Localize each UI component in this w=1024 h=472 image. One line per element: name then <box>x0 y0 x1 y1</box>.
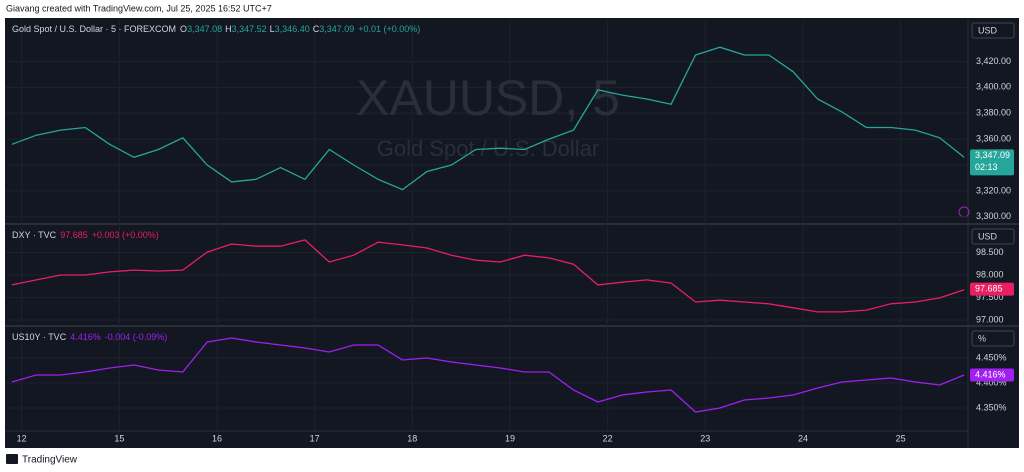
y-tick-label: 4.450% <box>976 352 1007 362</box>
last-price-label: 4.416% <box>975 369 1006 379</box>
y-tick-label: 98.500 <box>976 247 1004 257</box>
unit-label: USD <box>978 231 998 241</box>
ohlc-value: 3,347.52 <box>232 24 267 34</box>
ohlc-key: O <box>180 24 187 34</box>
brand: TradingView <box>22 455 78 466</box>
unit-box <box>971 228 1015 245</box>
ohlc-key: L <box>270 24 275 34</box>
unit-label: USD <box>978 25 998 35</box>
countdown: 02:13 <box>975 162 998 172</box>
ohlc-value: 3,346.40 <box>275 24 310 34</box>
last-price-tag <box>970 149 1014 176</box>
legend: DXY · TVC 97.685 +0.003 (+0.00%) <box>12 230 159 240</box>
x-tick-label: 22 <box>603 433 613 443</box>
price-line <box>11 46 965 191</box>
x-tick-label: 15 <box>114 433 124 443</box>
change: -0.004 (-0.09%) <box>105 332 168 342</box>
y-tick-label: 4.400% <box>976 377 1007 387</box>
watermark: XAUUSD, 5 <box>356 70 620 126</box>
change: +0.003 (+0.00%) <box>92 230 159 240</box>
x-tick-label: 12 <box>17 433 27 443</box>
legend: Gold Spot / U.S. Dollar · 5 · FOREXCOM O3… <box>12 24 420 34</box>
x-tick-label: 19 <box>505 433 515 443</box>
last-price-label: 3,347.09 <box>975 150 1010 160</box>
unit-box <box>971 330 1015 347</box>
last-price-label: 97.685 <box>975 284 1003 294</box>
quote: 97.685 <box>60 230 88 240</box>
y-tick-label: 3,300.00 <box>976 211 1011 221</box>
y-tick-label: 3,320.00 <box>976 185 1011 195</box>
price-line <box>11 239 965 313</box>
x-tick-label: 17 <box>310 433 320 443</box>
legend-name: US10Y · TVC <box>12 332 67 342</box>
y-tick-label: 98.000 <box>976 269 1004 279</box>
x-tick-label: 16 <box>212 433 222 443</box>
y-tick-label: 97.500 <box>976 292 1004 302</box>
y-tick-label: 3,400.00 <box>976 82 1011 92</box>
ohlc-key: C <box>313 24 320 34</box>
unit-box <box>971 22 1015 39</box>
y-tick-label: 3,380.00 <box>976 108 1011 118</box>
legend-name: DXY · TVC <box>12 230 57 240</box>
quote: 4.416% <box>70 332 101 342</box>
y-tick-label: 3,420.00 <box>976 56 1011 66</box>
ohlc-value: 3,347.09 <box>319 24 354 34</box>
y-tick-label: 3,360.00 <box>976 134 1011 144</box>
ohlc-value: 3,347.08 <box>187 24 222 34</box>
unit-label: % <box>978 333 986 343</box>
chart-background <box>5 18 1019 448</box>
change: +0.01 (+0.00%) <box>358 24 420 34</box>
price-line <box>11 337 965 413</box>
legend: US10Y · TVC 4.416% -0.004 (-0.09%) <box>12 332 167 342</box>
y-tick-label: 4.350% <box>976 402 1007 412</box>
x-tick-label: 25 <box>896 433 906 443</box>
last-price-tag <box>970 368 1014 382</box>
ohlc-key: H <box>225 24 232 34</box>
last-price-tag <box>970 282 1014 296</box>
panes: 12 15 16 17 18 19 22 23 24 25 3,300.00 3,320.00 3,34… <box>5 20 1015 443</box>
x-tick-label: 18 <box>407 433 417 443</box>
credit: Giavang created with TradingView.com, Ju… <box>6 3 272 13</box>
x-tick-label: 23 <box>700 433 710 443</box>
legend-name: Gold Spot / U.S. Dollar · 5 · FOREXCOM <box>12 24 176 34</box>
y-tick-label: 97.000 <box>976 314 1004 324</box>
x-tick-label: 24 <box>798 433 808 443</box>
logo <box>6 454 18 464</box>
